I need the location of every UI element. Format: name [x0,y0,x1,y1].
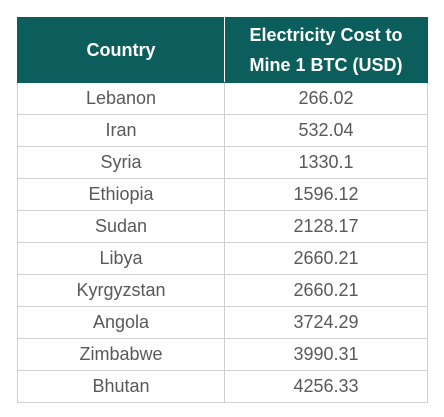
table-row: Iran 532.04 [17,114,428,147]
cell-cost: 1596.12 [224,178,428,211]
cell-country: Syria [17,146,225,179]
cell-cost: 266.02 [224,82,428,115]
cell-cost: 2660.21 [224,242,428,275]
cell-country: Kyrgyzstan [17,274,225,307]
cell-cost: 3990.31 [224,338,428,371]
table-header: Country Electricity Cost to Mine 1 BTC (… [17,17,428,83]
cell-cost: 3724.29 [224,306,428,339]
cell-cost: 532.04 [224,114,428,147]
cell-cost: 4256.33 [224,370,428,403]
cell-country: Lebanon [17,82,225,115]
header-cost: Electricity Cost to Mine 1 BTC (USD) [224,17,428,83]
table-row: Libya 2660.21 [17,242,428,275]
cell-country: Angola [17,306,225,339]
table-row: Angola 3724.29 [17,306,428,339]
table-row: Sudan 2128.17 [17,210,428,243]
cell-cost: 2128.17 [224,210,428,243]
table-body: Lebanon 266.02 Iran 532.04 Syria 1330.1 Ethiop… [17,82,428,403]
header-cost-line-2: Mine 1 BTC (USD) [249,55,403,75]
cell-cost: 2660.21 [224,274,428,307]
btc-cost-table: Country Electricity Cost to Mine 1 BTC (… [17,17,428,403]
cell-country: Sudan [17,210,225,243]
header-row: Country Electricity Cost to Mine 1 BTC (… [17,17,428,83]
cell-country: Iran [17,114,225,147]
table-row: Ethiopia 1596.12 [17,178,428,211]
cell-cost: 1330.1 [224,146,428,179]
header-country: Country [17,17,225,83]
table-row: Lebanon 266.02 [17,82,428,115]
table-row: Bhutan 4256.33 [17,370,428,403]
data-table-container: Country Electricity Cost to Mine 1 BTC (… [17,17,428,403]
header-cost-line-1: Electricity Cost to [249,25,403,45]
table-row: Kyrgyzstan 2660.21 [17,274,428,307]
table-row: Zimbabwe 3990.31 [17,338,428,371]
table-row: Syria 1330.1 [17,146,428,179]
cell-country: Zimbabwe [17,338,225,371]
cell-country: Ethiopia [17,178,225,211]
cell-country: Bhutan [17,370,225,403]
cell-country: Libya [17,242,225,275]
